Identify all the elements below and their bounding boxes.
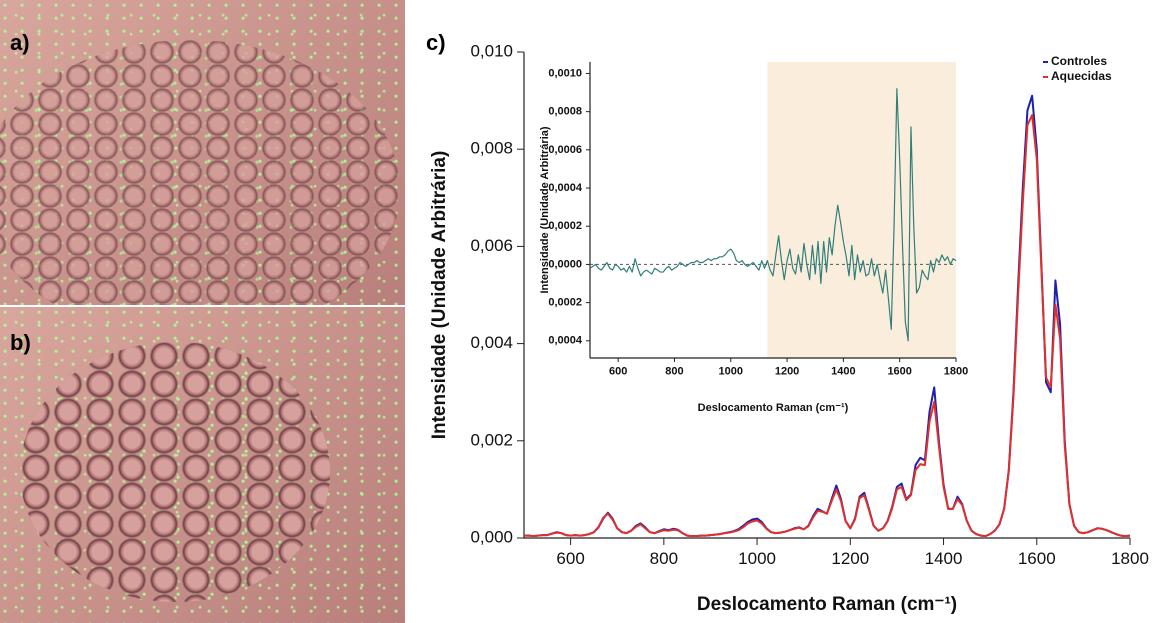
highlight-region xyxy=(767,62,956,358)
x-tick-label: 800 xyxy=(665,365,683,377)
series-line xyxy=(524,114,1131,538)
y-tick-label: 0,004 xyxy=(470,333,513,352)
y-tick-label: 0,0008 xyxy=(548,106,582,118)
y-tick-label: 0,0004 xyxy=(548,335,583,347)
series-line xyxy=(589,88,957,342)
x-tick-label: 1200 xyxy=(831,549,869,568)
y-tick-label: 0,0006 xyxy=(548,144,582,156)
y-tick-label: 0,0000 xyxy=(548,258,582,270)
x-tick-label: 1400 xyxy=(831,365,855,377)
y-axis-label: Intensidade (Unidade Arbitrária) xyxy=(429,151,450,440)
y-tick-label: 0,0002 xyxy=(548,297,582,309)
x-tick-label: 600 xyxy=(609,365,627,377)
micrograph-a xyxy=(0,0,405,307)
x-tick-label: 1000 xyxy=(719,365,743,377)
y-axis-label: Intensidade (Unidade Arbitrária) xyxy=(539,126,551,293)
y-tick-label: 0,002 xyxy=(470,430,513,449)
y-tick-label: 0,0002 xyxy=(548,220,582,232)
y-tick-label: 0,006 xyxy=(470,236,513,255)
x-tick-label: 1000 xyxy=(738,549,776,568)
y-tick-label: 0,008 xyxy=(470,139,513,158)
x-tick-label: 800 xyxy=(650,549,678,568)
micrograph-b xyxy=(0,307,405,623)
x-axis-label: Deslocamento Raman (cm⁻¹) xyxy=(698,402,849,414)
panel-label: b) xyxy=(10,330,31,355)
x-tick-label: 1800 xyxy=(944,365,968,377)
x-tick-label: 1200 xyxy=(775,365,799,377)
x-tick-label: 1400 xyxy=(925,549,963,568)
y-tick-label: 0,000 xyxy=(470,527,513,546)
x-tick-label: 1600 xyxy=(887,365,911,377)
y-tick-label: 0,0004 xyxy=(548,182,583,194)
x-tick-label: 600 xyxy=(556,549,584,568)
panel-label: a) xyxy=(10,30,30,55)
panel-label: c) xyxy=(426,30,446,55)
x-axis-label: Deslocamento Raman (cm⁻¹) xyxy=(697,594,957,615)
legend-label: Aquecidas xyxy=(1051,69,1112,83)
x-tick-label: 1800 xyxy=(1111,549,1149,568)
legend-label: Controles xyxy=(1051,54,1107,68)
y-tick-label: 0,010 xyxy=(470,41,513,60)
y-tick-label: 0,0010 xyxy=(548,67,582,79)
x-tick-label: 1600 xyxy=(1018,549,1056,568)
